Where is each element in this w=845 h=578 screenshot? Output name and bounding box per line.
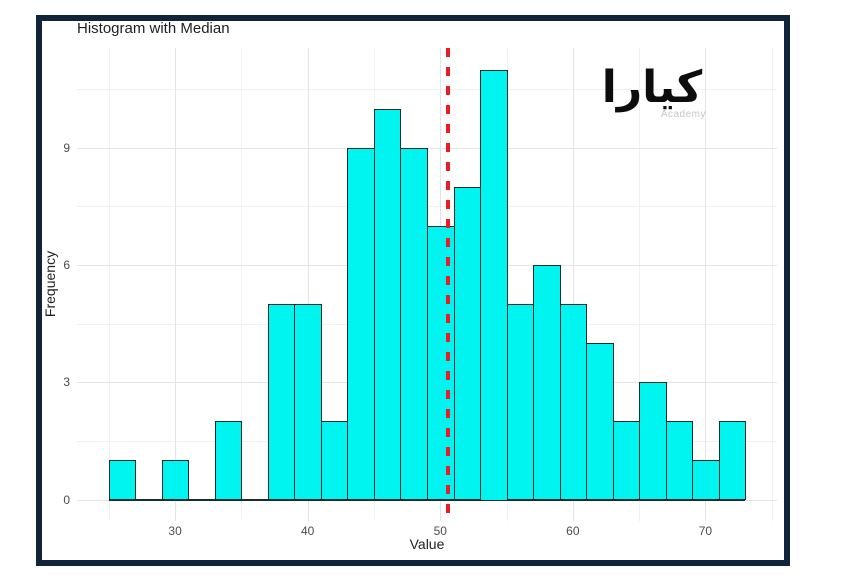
histogram-bar: [400, 147, 428, 501]
x-tick-label: 50: [433, 524, 447, 538]
histogram-bar: [692, 460, 720, 501]
chart-title: Histogram with Median: [77, 20, 230, 37]
gridline-major-vertical: [572, 48, 574, 521]
y-tick-label: 3: [63, 375, 70, 390]
y-tick-label: 6: [63, 257, 70, 272]
histogram-bar: [427, 225, 455, 501]
histogram-bar: [533, 264, 561, 501]
gridline-minor-vertical: [108, 48, 110, 521]
x-tick-label: 70: [698, 524, 713, 538]
y-tick-label: 0: [63, 492, 70, 507]
histogram-bar: [639, 382, 667, 501]
median-line: [446, 48, 451, 521]
histogram-bar: [506, 304, 535, 501]
gridline-major-vertical: [175, 48, 177, 521]
histogram-bar: [267, 304, 296, 501]
gridline-minor-horizontal: [77, 89, 777, 91]
gridline-major-vertical: [307, 48, 309, 521]
histogram-bar: [612, 421, 641, 501]
gridline-minor-vertical: [639, 48, 641, 521]
plot-panel: [77, 48, 777, 521]
y-tick-label: 9: [63, 140, 70, 155]
gridline-minor-vertical: [771, 48, 773, 521]
histogram-bar: [586, 343, 614, 501]
histogram-bar: [108, 460, 137, 501]
histogram-bar: [214, 421, 243, 501]
histogram-bar: [347, 147, 375, 501]
histogram-bar: [665, 421, 694, 501]
histogram-bar: [718, 421, 747, 501]
histogram-bar: [294, 304, 322, 501]
histogram-bar: [373, 108, 402, 501]
x-tick-label: 40: [300, 524, 315, 538]
histogram-bar: [559, 304, 588, 501]
x-tick-label: 30: [168, 524, 182, 538]
x-tick-label: 60: [566, 524, 580, 538]
histogram-bar: [453, 186, 481, 501]
x-axis-title: Value: [409, 536, 445, 552]
gridline-minor-vertical: [241, 48, 243, 521]
gridline-major-vertical: [705, 48, 707, 521]
histogram-bar: [480, 69, 508, 501]
histogram-bar: [320, 421, 349, 501]
histogram-bar: [161, 460, 190, 501]
